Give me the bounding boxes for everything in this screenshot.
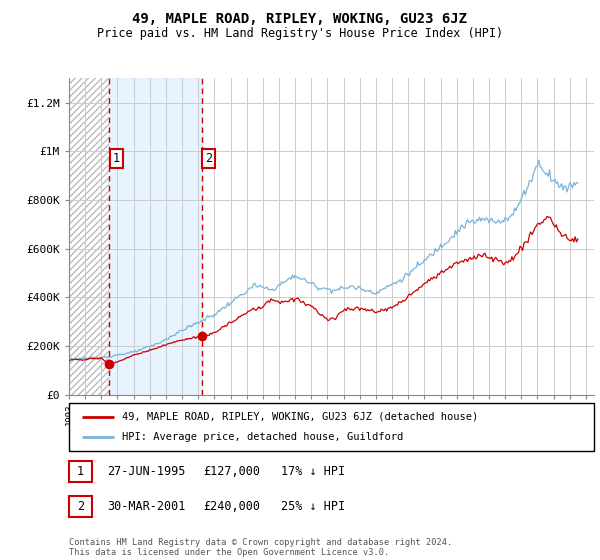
- Text: £127,000: £127,000: [203, 465, 260, 478]
- Text: £240,000: £240,000: [203, 500, 260, 514]
- Text: 27-JUN-1995: 27-JUN-1995: [107, 465, 185, 478]
- Text: 49, MAPLE ROAD, RIPLEY, WOKING, GU23 6JZ: 49, MAPLE ROAD, RIPLEY, WOKING, GU23 6JZ: [133, 12, 467, 26]
- Text: 17% ↓ HPI: 17% ↓ HPI: [281, 465, 345, 478]
- Text: 49, MAPLE ROAD, RIPLEY, WOKING, GU23 6JZ (detached house): 49, MAPLE ROAD, RIPLEY, WOKING, GU23 6JZ…: [121, 412, 478, 422]
- Text: 2: 2: [205, 152, 212, 165]
- Bar: [109, 78, 202, 395]
- Text: Price paid vs. HM Land Registry's House Price Index (HPI): Price paid vs. HM Land Registry's House …: [97, 27, 503, 40]
- Text: 2: 2: [77, 500, 84, 514]
- Text: 30-MAR-2001: 30-MAR-2001: [107, 500, 185, 514]
- Text: 1: 1: [77, 465, 84, 478]
- Text: Contains HM Land Registry data © Crown copyright and database right 2024.
This d: Contains HM Land Registry data © Crown c…: [69, 538, 452, 557]
- Text: 25% ↓ HPI: 25% ↓ HPI: [281, 500, 345, 514]
- Text: HPI: Average price, detached house, Guildford: HPI: Average price, detached house, Guil…: [121, 432, 403, 442]
- Text: 1: 1: [112, 152, 119, 165]
